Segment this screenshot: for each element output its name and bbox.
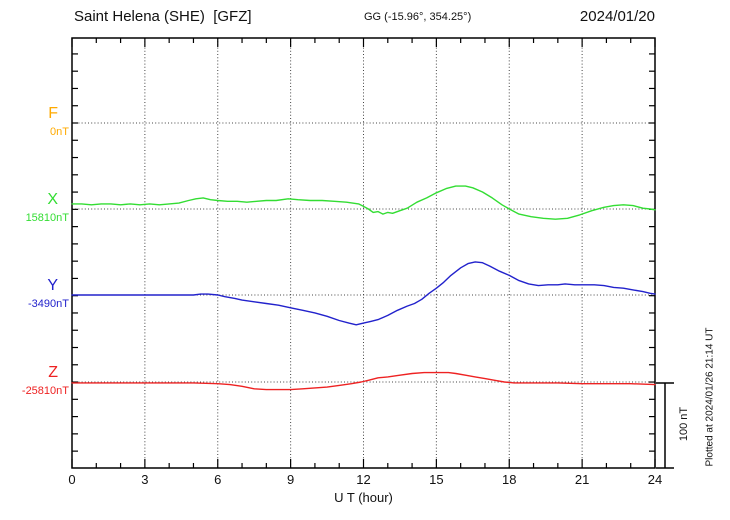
x-tick-label-12: 12	[356, 472, 371, 487]
x-tick-label-9: 9	[287, 472, 295, 487]
component-label-x: X 15810nT	[0, 191, 69, 225]
x-tick-label-3: 3	[141, 472, 149, 487]
component-label-y: Y -3490nT	[0, 277, 69, 311]
component-baseline-value-x: 15810nT	[25, 212, 69, 224]
station-title: Saint Helena (SHE) [GFZ]	[74, 8, 252, 25]
geographic-coordinates: GG (-15.96°, 354.25°)	[364, 11, 472, 23]
x-axis-title: U T (hour)	[334, 490, 393, 505]
component-label-z: Z -25810nT	[0, 364, 69, 398]
plotted-timestamp-note: Plotted at 2024/01/26 21:14 UT	[704, 327, 716, 467]
x-axis-tick-labels: 0 3 6 9 12 15 18 21 24	[0, 472, 730, 488]
x-tick-label-0: 0	[68, 472, 76, 487]
component-letter-z: Z	[48, 364, 58, 381]
curve-y	[71, 261, 656, 326]
x-tick-label-18: 18	[502, 472, 517, 487]
component-letter-x: X	[47, 191, 58, 208]
x-tick-label-21: 21	[574, 472, 590, 487]
x-tick-label-15: 15	[429, 472, 444, 487]
scale-bar-label: 100 nT	[678, 406, 690, 442]
observation-date: 2024/01/20	[579, 8, 655, 25]
component-letter-y: Y	[47, 277, 58, 294]
x-tick-label-24: 24	[647, 472, 663, 487]
component-letter-f: F	[48, 105, 58, 122]
component-baseline-value-z: -25810nT	[21, 385, 69, 397]
component-baseline-value-f: 0nT	[50, 126, 69, 138]
component-baseline-value-y: -3490nT	[28, 298, 69, 310]
curve-x	[71, 185, 656, 220]
curve-z	[71, 371, 656, 391]
x-tick-label-6: 6	[214, 472, 222, 487]
component-label-f: F 0nT	[0, 105, 69, 139]
